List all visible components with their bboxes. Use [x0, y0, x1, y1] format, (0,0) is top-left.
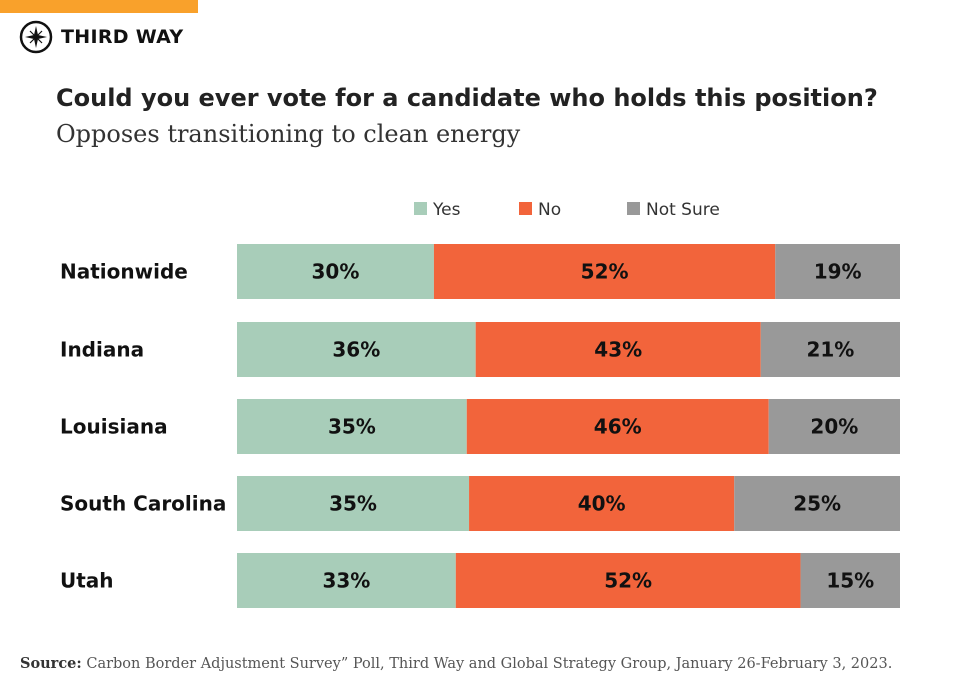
bar-segment	[455, 553, 801, 608]
accent-bar	[0, 0, 198, 13]
data-label: 25%	[793, 492, 841, 516]
data-label: 43%	[594, 338, 642, 362]
bar-segment	[800, 553, 900, 608]
compass-icon	[19, 20, 53, 54]
legend-label-0: Yes	[432, 200, 461, 220]
bar-segment	[734, 476, 900, 531]
data-label: 35%	[329, 492, 377, 516]
source-note: Source: Carbon Border Adjustment Survey”…	[20, 655, 892, 672]
bar-segment	[469, 476, 735, 531]
bar-segment	[466, 399, 769, 454]
stacked-bar-chart: Yes No Not Sure Nationwide 30% 52% 19% Indiana 3…	[60, 200, 900, 608]
chart-subtitle: Opposes transitioning to clean energy	[56, 120, 521, 148]
category-label: South Carolina	[60, 492, 226, 516]
data-label: 52%	[604, 569, 652, 593]
chart-title: Could you ever vote for a candidate who …	[56, 84, 878, 112]
data-label: 20%	[810, 415, 858, 439]
data-label: 21%	[806, 338, 854, 362]
source-label: Source:	[20, 655, 82, 672]
data-label: 19%	[814, 260, 862, 284]
data-label: 15%	[826, 569, 874, 593]
bar-segment	[237, 244, 434, 299]
bar-segment	[475, 322, 761, 377]
data-label: 40%	[578, 492, 626, 516]
bar-segment	[768, 399, 900, 454]
data-label: 36%	[332, 338, 380, 362]
legend-swatch-0	[414, 202, 427, 215]
bar-segment	[775, 244, 900, 299]
bar-segment	[760, 322, 900, 377]
bar-segment	[237, 399, 467, 454]
category-label: Louisiana	[60, 415, 168, 439]
source-text: Carbon Border Adjustment Survey” Poll, T…	[86, 656, 893, 672]
data-label: 52%	[581, 260, 629, 284]
data-label: 30%	[312, 260, 360, 284]
data-label: 46%	[594, 415, 642, 439]
category-label: Utah	[60, 569, 114, 593]
third-way-logo: THIRD WAY	[19, 20, 183, 54]
category-label: Indiana	[60, 338, 144, 362]
brand-name: THIRD WAY	[61, 26, 184, 48]
bar-segment	[237, 553, 456, 608]
legend-swatch-2	[627, 202, 640, 215]
legend-swatch-1	[519, 202, 532, 215]
bar-segment	[433, 244, 776, 299]
bar-segment	[237, 476, 470, 531]
data-label: 33%	[322, 569, 370, 593]
data-label: 35%	[328, 415, 376, 439]
legend-label-2: Not Sure	[646, 200, 720, 220]
bar-segment	[237, 322, 476, 377]
legend-label-1: No	[538, 200, 561, 220]
category-label: Nationwide	[60, 260, 188, 284]
